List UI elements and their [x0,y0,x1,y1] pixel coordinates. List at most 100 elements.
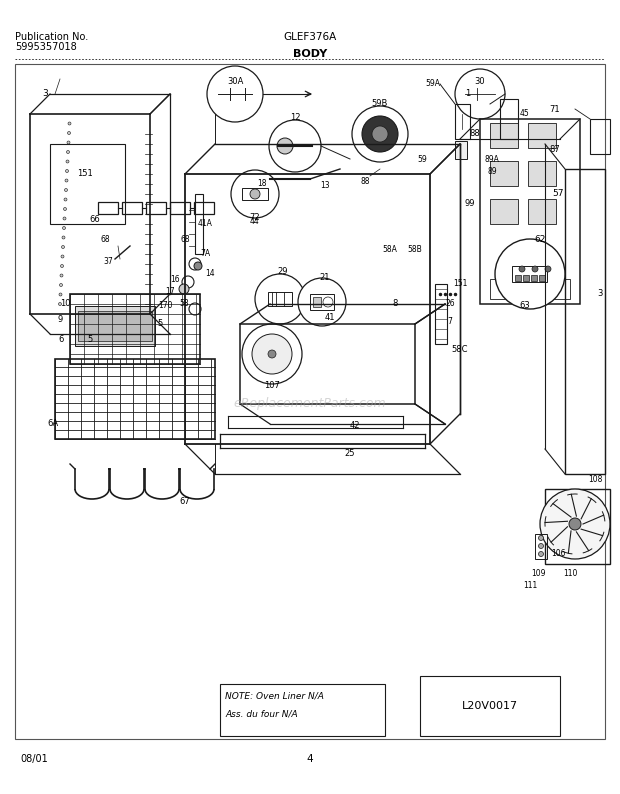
Text: 88: 88 [469,129,481,138]
Bar [195,194,203,254]
Bar [545,489,610,564]
Bar [15,64,605,739]
Text: 30: 30 [475,76,485,86]
Bar [146,202,166,214]
Bar [480,119,580,304]
Text: 18: 18 [257,179,267,188]
Text: L20V0017: L20V0017 [462,701,518,711]
Text: NOTE: Oven Liner N/A: NOTE: Oven Liner N/A [225,692,324,700]
Text: 5: 5 [157,319,162,329]
Text: 89: 89 [487,168,497,176]
Bar [490,199,518,224]
Circle shape [519,266,525,272]
Text: 87: 87 [549,145,560,153]
Bar [500,99,518,139]
Text: 30A: 30A [227,76,243,86]
Text: 16: 16 [170,275,180,283]
Bar [122,202,142,214]
Bar [540,279,570,299]
Circle shape [372,126,388,142]
Circle shape [67,141,70,144]
Text: 108: 108 [588,475,602,484]
Text: 66: 66 [90,214,100,223]
Circle shape [63,207,66,210]
Circle shape [539,544,544,549]
Text: 59A: 59A [425,79,440,88]
Circle shape [231,170,279,218]
Bar [240,324,415,404]
Text: 3: 3 [597,290,603,299]
Circle shape [540,489,610,559]
Text: 14: 14 [205,268,215,277]
Circle shape [268,350,276,358]
Circle shape [60,283,63,287]
Bar [590,119,610,154]
Polygon shape [30,114,150,314]
Text: 42: 42 [350,422,360,430]
Text: 45: 45 [520,110,530,118]
Text: 111: 111 [523,581,537,591]
Text: 3: 3 [42,90,48,98]
Circle shape [66,169,68,172]
Bar [310,294,334,310]
Bar [268,292,292,306]
Text: 71: 71 [550,105,560,114]
Text: 107: 107 [264,381,280,391]
Text: 110: 110 [563,569,577,579]
Bar [515,275,521,281]
Text: 6: 6 [58,334,63,344]
Bar [98,202,118,214]
Circle shape [68,132,71,134]
Ellipse shape [518,241,542,256]
Circle shape [298,278,346,326]
Text: 57: 57 [552,190,564,198]
Circle shape [61,245,64,249]
Circle shape [194,262,202,270]
Circle shape [277,138,293,154]
Bar [528,199,556,224]
Text: 5995357018: 5995357018 [15,42,77,52]
Bar [490,123,518,148]
Circle shape [61,264,63,268]
Text: 67: 67 [180,496,190,506]
Text: 68: 68 [180,234,190,244]
Text: 99: 99 [465,199,476,209]
Circle shape [60,274,63,277]
Text: 37: 37 [103,257,113,267]
Bar [535,534,547,559]
Text: 10: 10 [60,299,71,309]
Circle shape [64,198,67,201]
Circle shape [352,106,408,162]
Bar [242,188,268,200]
Text: 58C: 58C [452,345,468,353]
Circle shape [362,116,398,152]
Text: 88: 88 [360,178,370,187]
Bar [313,297,321,307]
Bar [220,684,385,736]
Circle shape [66,151,69,153]
Circle shape [179,284,189,294]
Circle shape [63,217,66,220]
Text: 68: 68 [100,234,110,244]
Text: 6A: 6A [47,419,58,429]
Bar [194,202,214,214]
Text: 58: 58 [179,299,189,309]
Circle shape [58,303,61,306]
Circle shape [323,297,333,307]
Circle shape [63,226,66,229]
Text: 62: 62 [534,234,546,244]
Text: 7A: 7A [200,249,210,259]
Text: 109: 109 [531,569,545,579]
Circle shape [495,239,565,309]
Bar [55,359,215,439]
Text: 9: 9 [58,314,63,323]
Text: 72: 72 [250,214,260,222]
Circle shape [189,258,201,270]
Circle shape [182,276,194,288]
Bar [539,275,545,281]
Text: 8: 8 [392,299,397,309]
Text: 106: 106 [551,549,565,558]
Text: 1: 1 [466,90,471,98]
Text: 26: 26 [445,299,455,309]
Circle shape [242,324,302,384]
